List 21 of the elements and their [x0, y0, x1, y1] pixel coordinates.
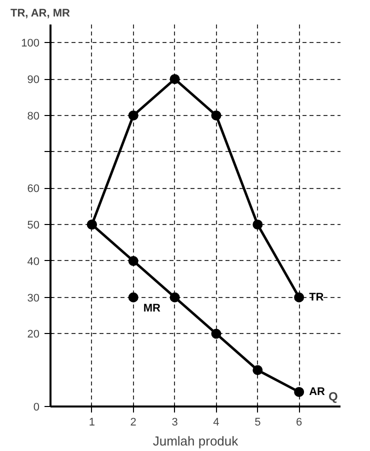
series-label: TR: [309, 291, 324, 304]
y-tick-label: 100: [21, 38, 40, 50]
x-tick-label: 1: [88, 416, 95, 428]
x-tick-label: 5: [254, 416, 261, 428]
y-tick-label: 90: [27, 74, 40, 86]
y-axis-title: TR, AR, MR: [10, 8, 70, 20]
annotation: Q: [328, 390, 338, 404]
y-tick-label: 20: [27, 328, 40, 341]
y-tick-label: 80: [27, 110, 40, 122]
y-tick-label: 60: [27, 183, 40, 196]
y-tick-label: 30: [27, 292, 40, 304]
x-tick-label: 3: [172, 416, 178, 428]
series-label: MR: [143, 302, 161, 314]
y-tick-label: 0: [33, 402, 40, 414]
series-label: AR: [309, 386, 326, 398]
x-tick-label: 6: [296, 416, 302, 428]
x-axis-title: Jumlah produk: [152, 434, 239, 448]
x-tick-label: 4: [213, 416, 220, 428]
y-tick-label: 50: [27, 220, 40, 232]
y-tick-label: 40: [27, 256, 40, 268]
x-tick-label: 2: [130, 416, 136, 428]
